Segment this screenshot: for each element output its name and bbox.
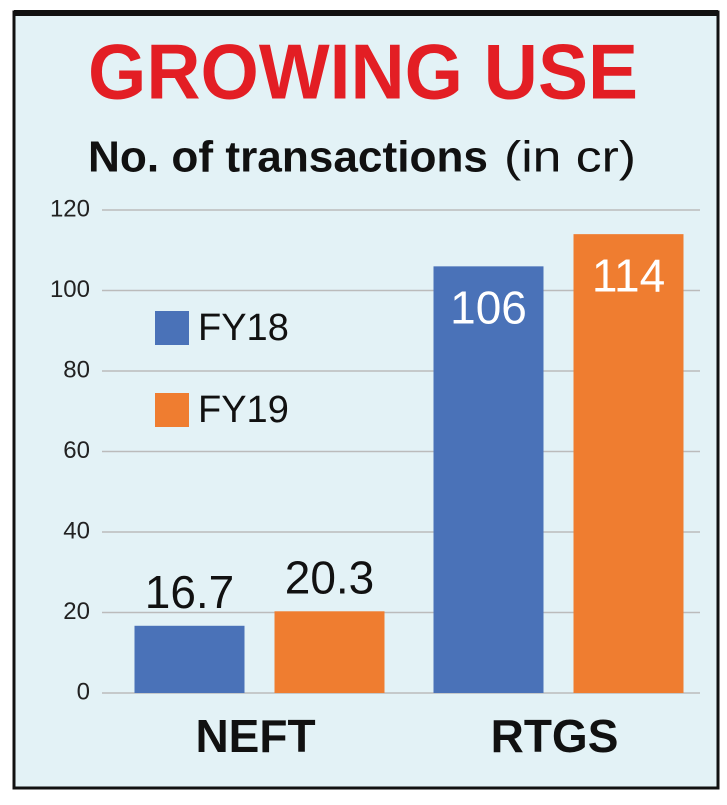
chart-title: GROWING USE [88, 28, 638, 116]
y-tick-label: 80 [63, 356, 90, 383]
chart-subtitle: No. of transactions [88, 133, 488, 182]
value-label: 20.3 [285, 551, 375, 603]
y-tick-label: 0 [77, 678, 90, 705]
x-tick-label: NEFT [195, 710, 315, 762]
legend-swatch [155, 393, 189, 427]
y-tick-label: 120 [50, 195, 90, 222]
y-tick-label: 60 [63, 437, 90, 464]
value-label: 16.7 [145, 566, 235, 618]
x-tick-label: RTGS [491, 710, 619, 762]
y-tick-label: 40 [63, 517, 90, 544]
legend-label: FY19 [198, 389, 289, 431]
bar [134, 625, 245, 693]
bar [433, 266, 544, 693]
bar [573, 234, 684, 693]
y-tick-label: 100 [50, 276, 90, 303]
bar [274, 611, 385, 693]
legend-label: FY18 [198, 307, 289, 349]
value-label: 114 [592, 249, 665, 301]
value-label: 106 [450, 282, 527, 334]
top-rule [14, 10, 718, 16]
y-tick-label: 20 [63, 598, 90, 625]
legend-swatch [155, 311, 189, 345]
unit-label: (in cr) [504, 133, 636, 182]
